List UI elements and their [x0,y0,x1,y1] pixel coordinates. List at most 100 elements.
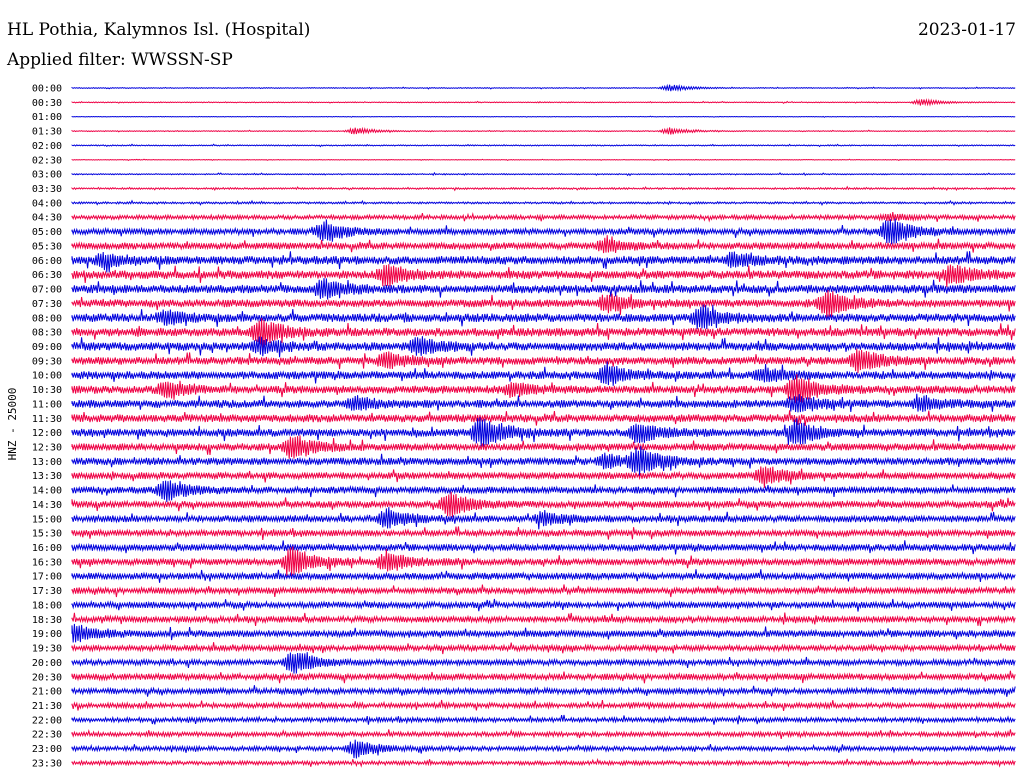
tick-label-0000: 00:00 [32,84,62,95]
tick-label-0400: 04:00 [32,198,62,209]
tick-label-0630: 06:30 [32,270,62,281]
tick-label-1500: 15:00 [32,514,62,525]
trace-1830 [71,612,1016,627]
trace-0030 [71,98,1016,107]
tick-label-0830: 08:30 [32,328,62,339]
y-axis-label: HNZ - 25000 [6,388,19,461]
trace-0830 [71,318,1016,348]
trace-0200 [71,143,1016,148]
tick-label-0230: 02:30 [32,155,62,166]
tick-label-0700: 07:00 [32,285,62,296]
tick-label-1700: 17:00 [32,572,62,583]
tick-label-2000: 20:00 [32,658,62,669]
trace-0130 [71,126,1016,135]
tick-label-0130: 01:30 [32,127,62,138]
record-date: 2023-01-17 [917,20,1016,40]
trace-0730 [71,289,1016,318]
tick-label-2030: 20:30 [32,672,62,683]
trace-2300 [71,739,1016,759]
trace-1500 [71,507,1016,530]
station-title: HL Pothia, Kalymnos Isl. (Hospital) [7,20,311,40]
tick-label-1000: 10:00 [32,371,62,382]
trace-2100 [71,685,1016,697]
tick-label-0730: 07:30 [32,299,62,310]
tick-label-0330: 03:30 [32,184,62,195]
trace-0330 [71,185,1016,192]
trace-0530 [71,235,1016,254]
tick-label-1100: 11:00 [32,399,62,410]
tick-label-1830: 18:30 [32,615,62,626]
tick-label-1930: 19:30 [32,644,62,655]
tick-label-1130: 11:30 [32,414,62,425]
trace-1330 [71,466,1016,489]
tick-label-2200: 22:00 [32,715,62,726]
tick-label-1630: 16:30 [32,557,62,568]
trace-0600 [71,251,1016,273]
tick-label-0930: 09:30 [32,356,62,367]
tick-label-1330: 13:30 [32,471,62,482]
tick-label-0030: 00:30 [32,98,62,109]
trace-0800 [71,304,1016,330]
trace-1230 [71,435,1016,459]
trace-0230 [71,158,1016,162]
tick-label-0800: 08:00 [32,313,62,324]
trace-1100 [71,393,1016,413]
trace-1930 [71,642,1016,655]
tick-label-0900: 09:00 [32,342,62,353]
tick-label-1400: 14:00 [32,486,62,497]
tick-label-1530: 15:30 [32,529,62,540]
tick-label-2100: 21:00 [32,687,62,698]
trace-1630 [71,546,1016,577]
tick-label-1800: 18:00 [32,600,62,611]
trace-1600 [71,540,1016,555]
tick-label-0530: 05:30 [32,241,62,252]
trace-1400 [71,480,1016,503]
trace-1530 [71,526,1016,540]
trace-0700 [71,278,1016,300]
tick-label-0300: 03:00 [32,170,62,181]
trace-0300 [71,171,1016,177]
tick-label-1430: 14:30 [32,500,62,511]
tick-label-0200: 02:00 [32,141,62,152]
trace-1430 [71,491,1016,518]
time-tick-labels: 00:00 00:30 01:00 01:30 02:00 02:30 03:00 03:30… [32,84,62,770]
trace-1000 [71,361,1016,386]
trace-0630 [71,264,1016,288]
tick-label-1300: 13:00 [32,457,62,468]
tick-label-1200: 12:00 [32,428,62,439]
trace-0400 [71,199,1016,206]
trace-2330 [71,757,1016,768]
tick-label-1730: 17:30 [32,586,62,597]
trace-1700 [71,569,1016,583]
trace-1900 [71,623,1016,643]
tick-label-0430: 04:30 [32,213,62,224]
trace-1730 [71,584,1016,598]
trace-2130 [71,699,1016,711]
trace-2200 [71,714,1016,725]
seismogram-traces [71,83,1016,768]
trace-2030 [71,670,1016,684]
tick-label-0500: 05:00 [32,227,62,238]
tick-label-2230: 22:30 [32,730,62,741]
trace-1300 [71,445,1016,477]
trace-0500 [71,218,1016,245]
trace-0100 [71,115,1016,118]
trace-2230 [71,728,1016,739]
trace-0930 [71,348,1016,374]
tick-label-2130: 21:30 [32,701,62,712]
trace-2000 [71,652,1016,674]
tick-label-0100: 01:00 [32,112,62,123]
applied-filter-label: Applied filter: WWSSN-SP [7,50,233,70]
trace-1200 [71,417,1016,447]
tick-label-1900: 19:00 [32,629,62,640]
trace-0430 [71,212,1016,223]
tick-label-2300: 23:00 [32,744,62,755]
trace-0900 [71,336,1016,358]
tick-label-1030: 10:30 [32,385,62,396]
trace-0000 [71,83,1016,92]
trace-1130 [71,410,1016,427]
tick-label-2330: 23:30 [32,758,62,769]
trace-1800 [71,598,1016,612]
tick-label-0600: 06:00 [32,256,62,267]
